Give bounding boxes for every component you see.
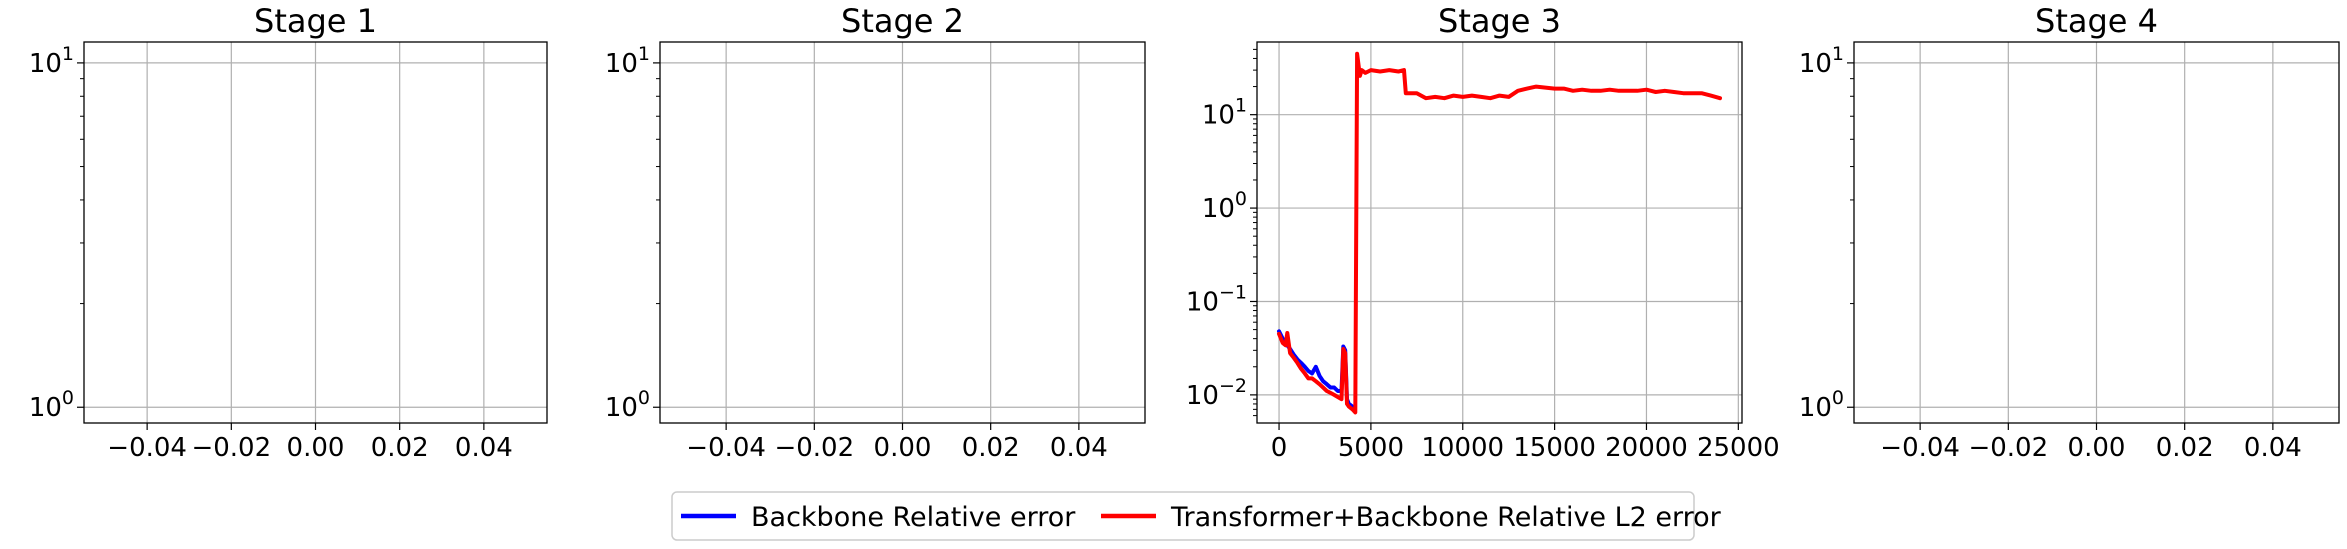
x-tick-label: 25000 [1697, 433, 1780, 463]
x-tick-label: 0.02 [2156, 433, 2214, 463]
x-tick-label: 10000 [1421, 433, 1504, 463]
plot-frame [1256, 41, 1743, 424]
y-tick-label: 100 [1799, 387, 1844, 423]
x-tick-label: 15000 [1513, 433, 1596, 463]
x-tick-label: −0.04 [686, 433, 766, 463]
y-tick-label: 101 [605, 43, 650, 79]
x-tick-label: 0.04 [2244, 433, 2302, 463]
x-tick-label: 0 [1271, 433, 1288, 463]
x-tick-label: −0.02 [191, 433, 271, 463]
legend: Backbone Relative error Transformer+Back… [671, 491, 1722, 541]
x-tick-label: 0.04 [455, 433, 513, 463]
chart-title: Stage 3 [1438, 2, 1561, 40]
x-tick-label: 0.04 [1050, 433, 1108, 463]
chart-panels: Stage 1−0.04 −0.02 0.00 0.02 0.04100101Stage… [29, 2, 2340, 463]
chart-panel-4: Stage 4 −0.04 −0.02 0.00 0.02 0.04 100 101 [1799, 2, 2340, 463]
x-tick-label: −0.02 [1968, 433, 2048, 463]
legend-frame [671, 491, 1695, 541]
plot-frame [83, 41, 548, 424]
x-tick-label: 0.00 [874, 433, 932, 463]
x-tick-label: −0.04 [1880, 433, 1960, 463]
chart-panel-1: Stage 1 −0.04 −0.02 0.00 0.02 0.04 100 101 [29, 2, 548, 463]
chart-title: Stage 4 [2035, 2, 2158, 40]
x-tick-label: −0.04 [107, 433, 187, 463]
chart-panel-3: Stage 3 0 5000 10000 15000 20000 25000 10−2 10−1… [1186, 2, 1780, 463]
legend-label-backbone: Backbone Relative error [751, 502, 1076, 533]
x-tick-label: 0.02 [371, 433, 429, 463]
x-tick-label: 0.00 [2068, 433, 2126, 463]
y-tick-label: 100 [605, 387, 650, 423]
series-line-2 [1277, 51, 1722, 415]
y-tick-label: 10−2 [1186, 375, 1247, 411]
chart-panel-2: Stage 2 −0.04 −0.02 0.00 0.02 0.04 100 101 [605, 2, 1146, 463]
plot-frame [1853, 41, 2340, 424]
y-tick-label: 10−1 [1186, 281, 1247, 317]
legend-label-transformer: Transformer+Backbone Relative L2 error [1170, 502, 1722, 533]
y-tick-label: 101 [1202, 95, 1247, 131]
x-tick-label: 20000 [1605, 433, 1688, 463]
plot-frame [659, 41, 1146, 424]
chart-title: Stage 2 [841, 2, 964, 40]
x-tick-label: 0.02 [962, 433, 1020, 463]
x-tick-label: 0.00 [287, 433, 345, 463]
y-tick-label: 101 [1799, 43, 1844, 79]
y-tick-label: 100 [1202, 188, 1247, 224]
x-tick-label: 5000 [1338, 433, 1404, 463]
y-tick-label: 101 [29, 43, 74, 79]
chart-title: Stage 1 [254, 2, 377, 40]
y-tick-label: 100 [29, 387, 74, 423]
x-tick-label: −0.02 [774, 433, 854, 463]
